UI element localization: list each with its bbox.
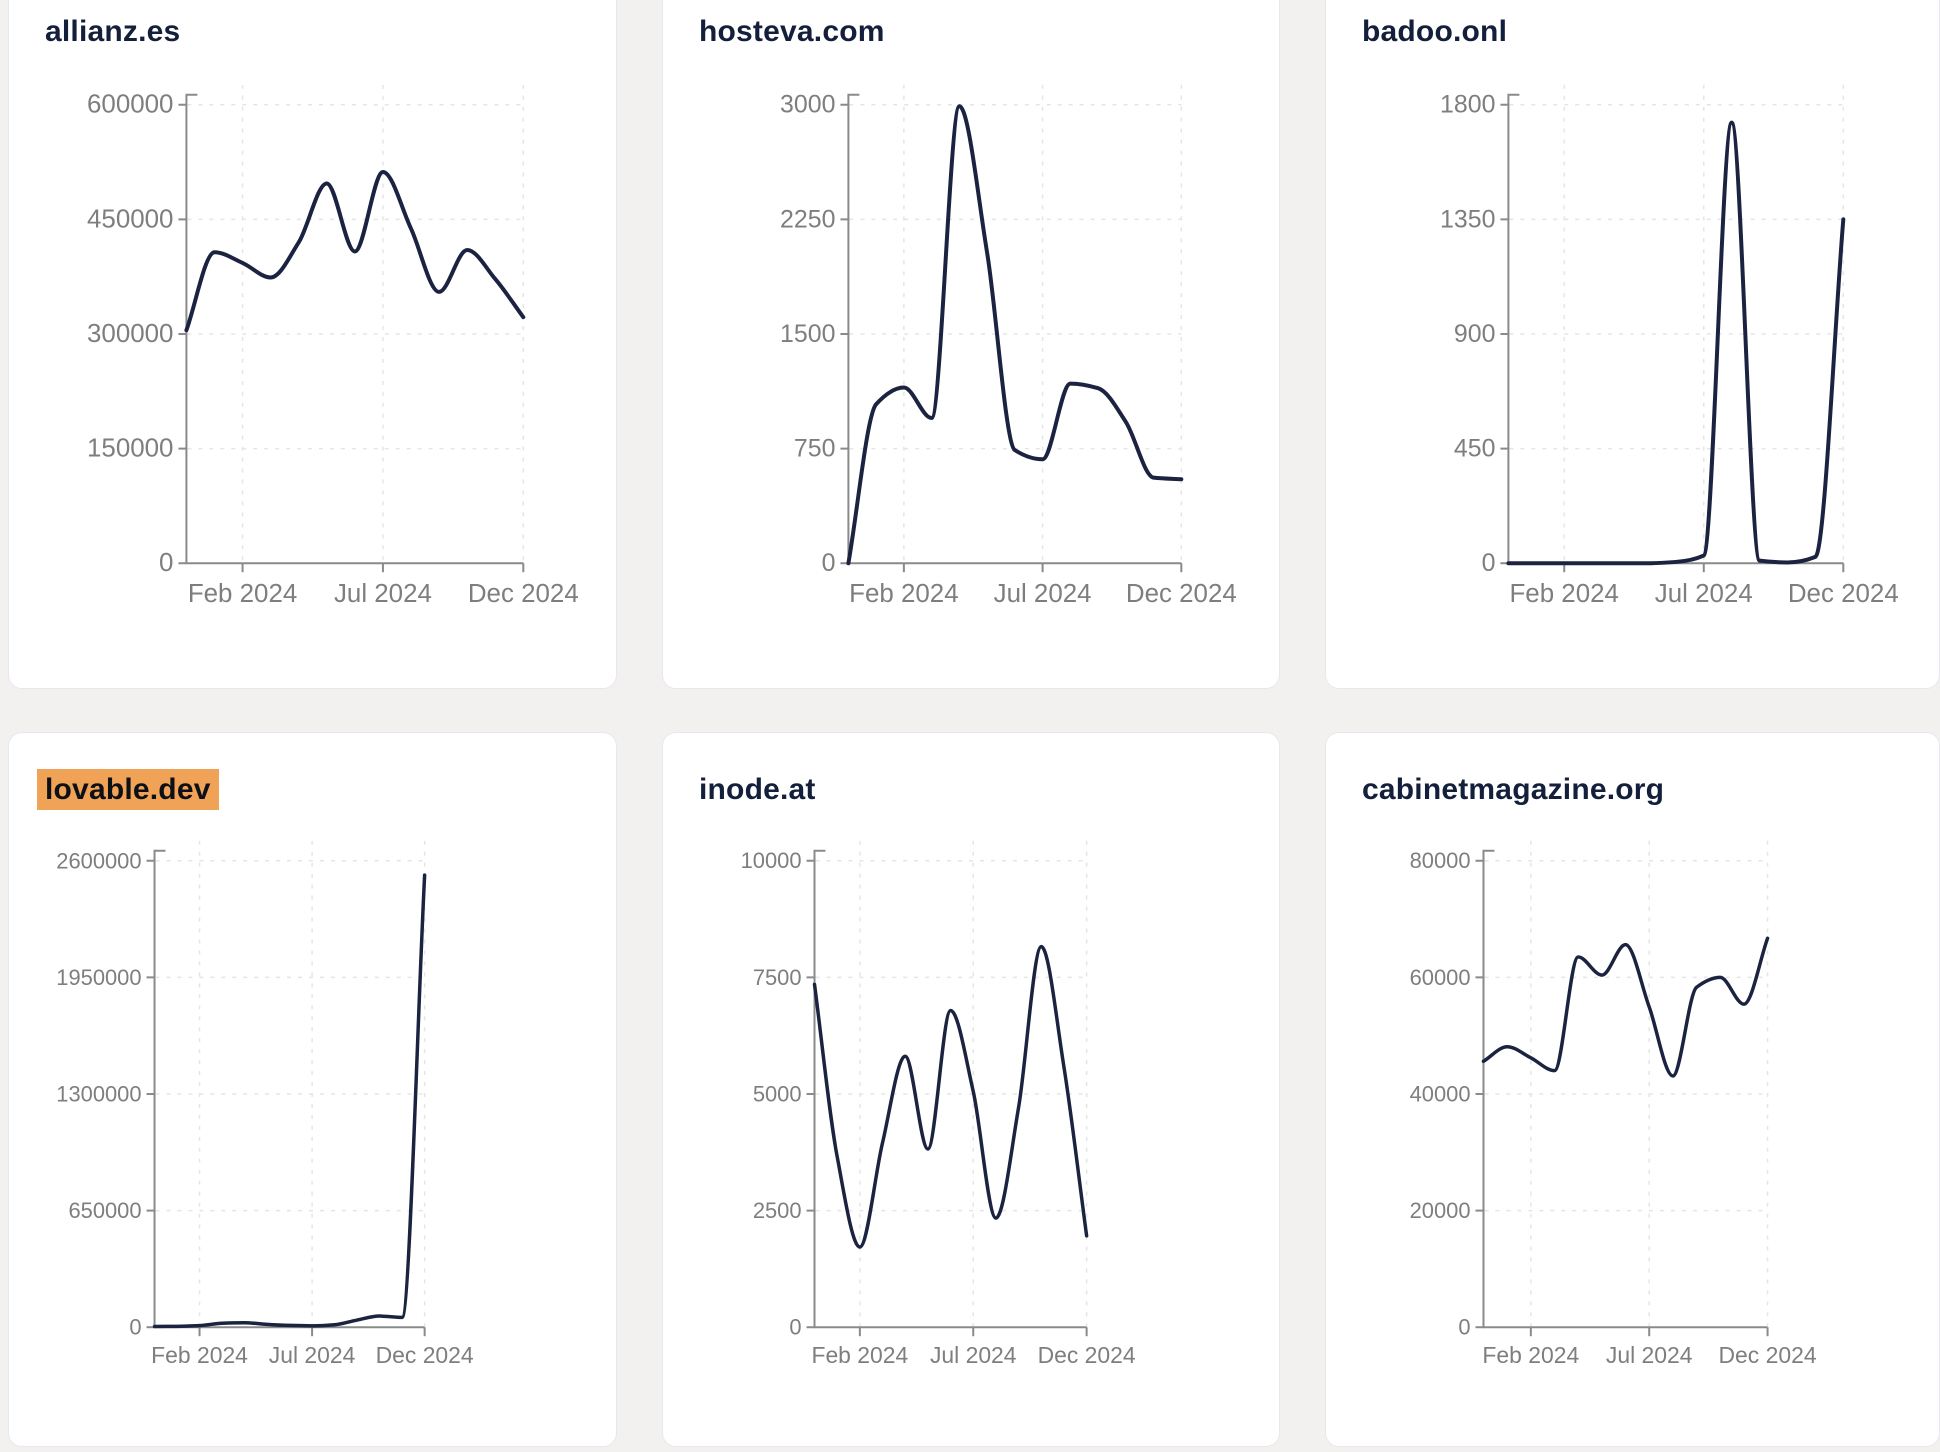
svg-text:2600000: 2600000	[56, 848, 141, 873]
svg-text:0: 0	[1482, 549, 1496, 577]
svg-text:Feb 2024: Feb 2024	[811, 1342, 908, 1368]
svg-text:2250: 2250	[780, 205, 835, 233]
chart-card-allianz: allianz.es 0 150000 300000 450000 600000 Feb …	[8, 0, 617, 689]
svg-text:Jul 2024: Jul 2024	[994, 580, 1092, 608]
svg-text:Jul 2024: Jul 2024	[1655, 580, 1753, 608]
line-chart: 0 750 1500 2250 3000 Feb 2024 Jul 2024 Dec 2024	[780, 84, 1237, 608]
chart-title: lovable.dev	[37, 769, 219, 810]
svg-text:750: 750	[794, 435, 836, 463]
chart-title: badoo.onl	[1362, 15, 1507, 49]
svg-text:0: 0	[159, 549, 173, 577]
svg-text:7500: 7500	[753, 965, 802, 990]
svg-text:0: 0	[822, 549, 836, 577]
chart-title: hosteva.com	[699, 15, 885, 49]
svg-text:900: 900	[1454, 320, 1496, 348]
svg-text:1350: 1350	[1440, 205, 1495, 233]
svg-text:0: 0	[129, 1315, 141, 1340]
line-chart: 0 2500 5000 7500 10000 Feb 2024 Jul 2024 Dec 20…	[741, 840, 1136, 1368]
svg-text:60000: 60000	[1410, 965, 1471, 990]
svg-text:450000: 450000	[87, 205, 173, 233]
svg-text:Jul 2024: Jul 2024	[269, 1342, 356, 1368]
svg-text:20000: 20000	[1410, 1198, 1471, 1223]
svg-text:Dec 2024: Dec 2024	[376, 1342, 474, 1368]
chart-card-hosteva: hosteva.com 0 750 1500 2250 3000 Feb 2024 Jul …	[662, 0, 1280, 689]
svg-text:1300000: 1300000	[56, 1081, 141, 1106]
svg-text:Dec 2024: Dec 2024	[1038, 1342, 1136, 1368]
svg-text:450: 450	[1454, 435, 1496, 463]
svg-text:650000: 650000	[68, 1198, 141, 1223]
svg-text:40000: 40000	[1410, 1081, 1471, 1106]
domain-label-highlighted: lovable.dev	[37, 769, 219, 810]
line-chart: 0 150000 300000 450000 600000 Feb 2024 Jul 202…	[87, 84, 579, 608]
chart-card-cabinetmagazine: cabinetmagazine.org 0 20000 40000 60000 8000…	[1325, 732, 1940, 1447]
svg-text:150000: 150000	[87, 435, 173, 463]
svg-text:80000: 80000	[1410, 848, 1471, 873]
domain-label: hosteva.com	[699, 15, 885, 48]
domain-label: allianz.es	[45, 15, 181, 48]
svg-text:1800: 1800	[1440, 91, 1495, 119]
svg-text:Jul 2024: Jul 2024	[930, 1342, 1017, 1368]
svg-text:Feb 2024: Feb 2024	[188, 580, 297, 608]
svg-text:1950000: 1950000	[56, 965, 141, 990]
svg-text:Feb 2024: Feb 2024	[1509, 580, 1618, 608]
svg-text:0: 0	[789, 1315, 801, 1340]
domain-label: inode.at	[699, 773, 816, 806]
svg-text:600000: 600000	[87, 91, 173, 119]
chart-title: allianz.es	[45, 15, 180, 49]
svg-text:Jul 2024: Jul 2024	[1606, 1342, 1693, 1368]
domain-label: badoo.onl	[1362, 15, 1508, 48]
line-chart: 0 650000 1300000 1950000 2600000 Feb 2024 Jul …	[56, 840, 474, 1368]
svg-text:0: 0	[1458, 1315, 1470, 1340]
svg-text:Dec 2024: Dec 2024	[468, 580, 579, 608]
svg-text:Dec 2024: Dec 2024	[1719, 1342, 1817, 1368]
svg-text:Feb 2024: Feb 2024	[1482, 1342, 1579, 1368]
svg-text:2500: 2500	[753, 1198, 802, 1223]
svg-text:Feb 2024: Feb 2024	[151, 1342, 248, 1368]
svg-text:300000: 300000	[87, 320, 173, 348]
domain-label: cabinetmagazine.org	[1362, 773, 1665, 806]
chart-title: cabinetmagazine.org	[1362, 773, 1664, 807]
svg-text:1500: 1500	[780, 320, 835, 348]
svg-text:5000: 5000	[753, 1081, 802, 1106]
chart-card-lovable: lovable.dev 0 650000 1300000 1950000 2600000…	[8, 732, 617, 1447]
chart-title: inode.at	[699, 773, 816, 807]
chart-card-inode: inode.at 0 2500 5000 7500 10000 Feb 2024 Jul 2…	[662, 732, 1280, 1447]
svg-text:Dec 2024: Dec 2024	[1126, 580, 1237, 608]
svg-text:3000: 3000	[780, 91, 835, 119]
svg-text:Jul 2024: Jul 2024	[334, 580, 432, 608]
svg-text:Feb 2024: Feb 2024	[849, 580, 958, 608]
chart-card-badoo: badoo.onl 0 450 900 1350 1800 Feb 2024 Jul 202…	[1325, 0, 1940, 689]
line-chart: 0 450 900 1350 1800 Feb 2024 Jul 2024 Dec 2024	[1440, 84, 1899, 608]
line-chart: 0 20000 40000 60000 80000 Feb 2024 Jul 2024 Dec…	[1410, 840, 1817, 1368]
svg-text:10000: 10000	[741, 848, 802, 873]
svg-text:Dec 2024: Dec 2024	[1788, 580, 1899, 608]
